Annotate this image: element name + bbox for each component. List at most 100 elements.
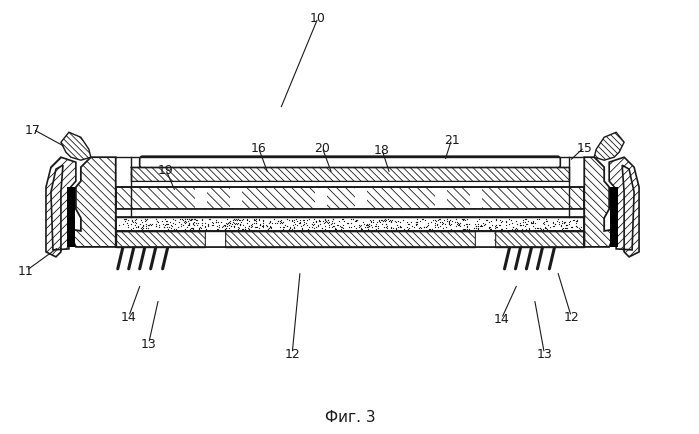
Point xyxy=(477,220,489,227)
Point xyxy=(398,217,409,224)
Point xyxy=(440,224,452,231)
Point xyxy=(296,225,308,232)
Point xyxy=(264,220,275,227)
Point xyxy=(538,226,549,233)
Point xyxy=(372,219,383,226)
Point xyxy=(129,222,140,229)
Point xyxy=(325,221,336,228)
Point xyxy=(564,221,575,228)
Point xyxy=(369,223,380,230)
Point xyxy=(187,220,199,227)
Point xyxy=(156,218,167,225)
Polygon shape xyxy=(69,158,116,247)
Point xyxy=(261,222,272,229)
Point xyxy=(559,219,570,226)
Point xyxy=(136,224,147,231)
Point xyxy=(247,223,258,230)
Point xyxy=(540,225,551,232)
Point xyxy=(250,216,261,223)
Point xyxy=(225,224,236,230)
Point xyxy=(366,224,377,231)
Point xyxy=(194,224,206,230)
Point xyxy=(411,216,422,223)
Point xyxy=(224,220,236,227)
Point xyxy=(240,226,251,233)
Point xyxy=(491,216,502,223)
Point xyxy=(265,224,276,230)
Polygon shape xyxy=(594,133,624,161)
Point xyxy=(125,227,136,233)
Point xyxy=(373,225,384,232)
Text: 15: 15 xyxy=(576,141,592,155)
Point xyxy=(473,216,484,223)
Point xyxy=(355,222,366,229)
Point xyxy=(180,219,192,226)
Point xyxy=(423,226,434,233)
Point xyxy=(294,217,305,224)
Point xyxy=(159,224,170,231)
Point xyxy=(230,221,241,228)
Point xyxy=(428,217,439,224)
Point xyxy=(453,222,464,229)
Point xyxy=(370,224,381,230)
Point xyxy=(180,218,191,225)
Point xyxy=(470,223,482,230)
Point xyxy=(182,224,193,230)
Text: 19: 19 xyxy=(158,163,173,176)
Point xyxy=(185,226,196,233)
Point xyxy=(228,223,239,230)
Point xyxy=(191,222,202,229)
Point xyxy=(530,225,541,232)
Point xyxy=(237,226,248,233)
Text: 13: 13 xyxy=(537,347,552,360)
Point xyxy=(176,216,187,223)
Point xyxy=(508,224,519,230)
Point xyxy=(220,224,231,231)
Point xyxy=(186,217,197,224)
Point xyxy=(470,220,481,227)
Point xyxy=(323,219,334,226)
Point xyxy=(319,219,330,226)
Bar xyxy=(355,189,367,209)
Point xyxy=(298,217,310,224)
Point xyxy=(328,224,339,230)
Point xyxy=(376,221,387,228)
Point xyxy=(383,218,394,225)
Point xyxy=(411,221,422,228)
Point xyxy=(344,224,355,231)
Point xyxy=(541,225,552,232)
Point xyxy=(511,218,522,225)
Point xyxy=(378,217,389,224)
Point xyxy=(403,225,415,232)
Point xyxy=(575,224,586,231)
Point xyxy=(540,216,552,223)
Point xyxy=(250,224,261,230)
Point xyxy=(517,219,528,226)
Point xyxy=(257,223,268,230)
Point xyxy=(446,221,457,228)
Point xyxy=(230,216,241,223)
Point xyxy=(284,224,296,231)
Point xyxy=(187,225,198,232)
Point xyxy=(517,222,528,229)
Point xyxy=(510,226,521,233)
Point xyxy=(427,226,438,233)
Point xyxy=(450,216,461,223)
Point xyxy=(140,223,152,230)
Point xyxy=(421,223,433,230)
Point xyxy=(291,218,302,225)
Point xyxy=(196,216,207,223)
Point xyxy=(248,216,259,223)
Point xyxy=(405,219,417,226)
Point xyxy=(132,224,143,231)
Point xyxy=(293,220,304,227)
Text: 12: 12 xyxy=(284,347,300,360)
Point xyxy=(232,220,243,227)
Point xyxy=(257,224,268,230)
Point xyxy=(330,226,341,233)
Point xyxy=(294,220,305,227)
Point xyxy=(444,217,455,224)
Point xyxy=(477,223,488,230)
Point xyxy=(418,224,429,230)
Point xyxy=(243,218,254,225)
